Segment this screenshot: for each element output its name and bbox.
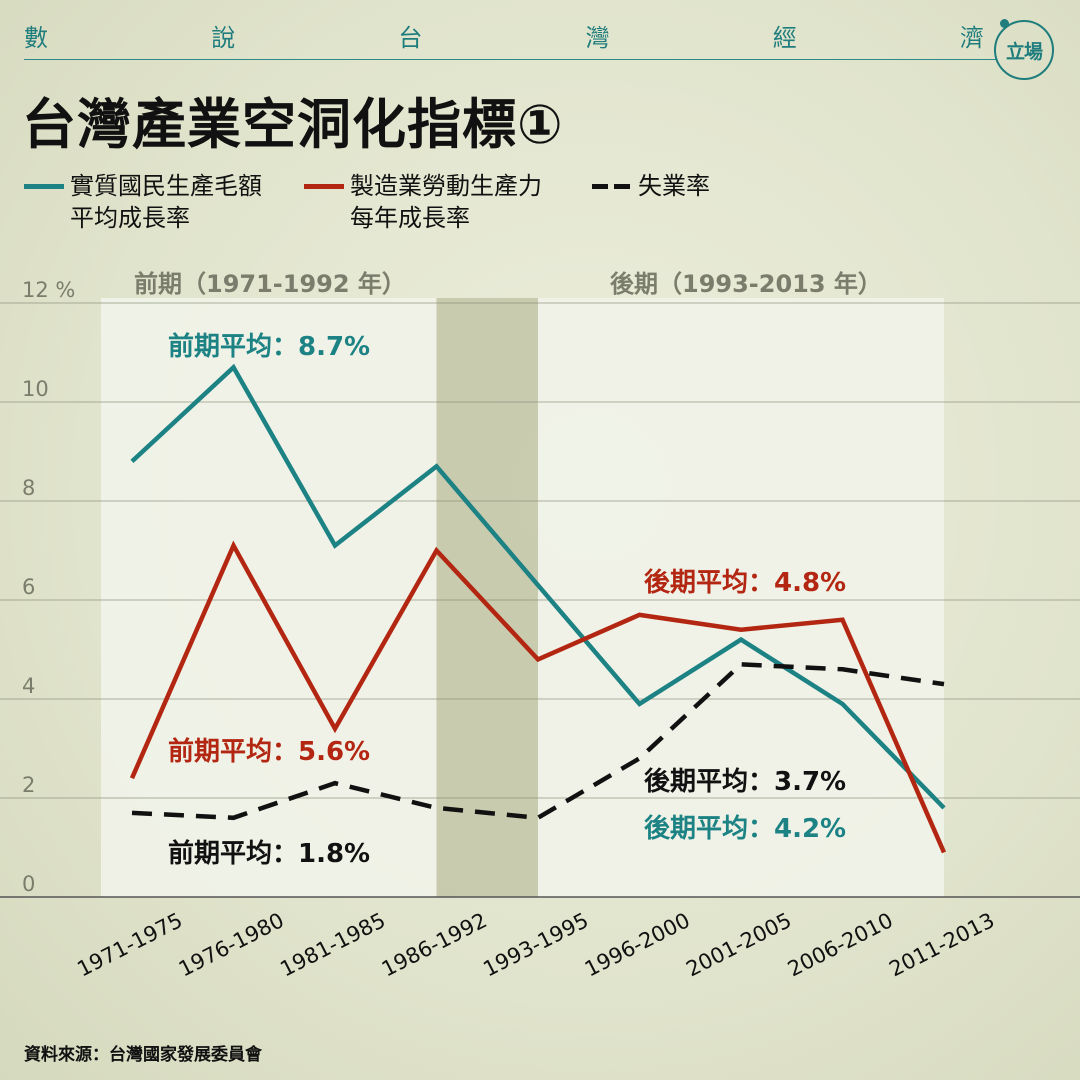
legend-swatch-unemployment (614, 184, 630, 189)
x-tick-label: 1996-2000 (581, 908, 694, 981)
x-tick-label: 1976-1980 (175, 908, 288, 981)
average-annotation: 前期平均：8.7% (168, 331, 370, 362)
series-title: 數 說 台 灣 經 濟 (24, 18, 984, 53)
y-tick-labels: 0 2 4 6 8 10 12 % (22, 278, 75, 896)
logo-dot (1000, 19, 1009, 28)
brand-logo: 立場 (994, 20, 1054, 80)
x-tick-label: 2011-2013 (885, 908, 998, 981)
y-tick-label: 0 (22, 872, 35, 896)
x-tick-label: 2006-2010 (784, 908, 897, 981)
y-tick-label: 4 (22, 674, 35, 698)
average-annotation: 前期平均：5.6% (168, 736, 370, 767)
legend-label-unemployment: 失業率 (638, 170, 710, 202)
legend-label-line: 實質國民生產毛額 (70, 172, 262, 200)
average-annotation: 後期平均：4.2% (644, 813, 846, 844)
legend-swatch-gnp (24, 184, 64, 189)
y-tick-label: 6 (22, 575, 35, 599)
legend-label-line: 製造業勞動生產力 (350, 172, 542, 200)
period-label: 前期（1971-1992 年） (134, 270, 406, 298)
legend-label-line: 每年成長率 (350, 204, 470, 232)
series-lines (129, 363, 947, 854)
legend-label-line: 平均成長率 (70, 204, 190, 232)
x-tick-label: 1993-1995 (479, 908, 592, 981)
legend-label-productivity: 製造業勞動生產力 每年成長率 (350, 170, 542, 234)
series-line-1 (129, 540, 947, 854)
average-annotation: 後期平均：3.7% (644, 766, 846, 797)
y-tick-label: 12 % (22, 278, 75, 302)
gridlines (0, 302, 1080, 898)
series-line-2 (131, 662, 945, 821)
x-tick-label: 1981-1985 (276, 908, 389, 981)
legend-label-line: 失業率 (638, 172, 710, 200)
series-title-char: 灣 (585, 24, 610, 52)
x-tick-label: 1971-1975 (73, 908, 186, 981)
chart-title: 台灣產業空洞化指標① (22, 93, 564, 156)
y-tick-label: 8 (22, 476, 35, 500)
series-title-char: 數 (24, 24, 48, 52)
average-annotations: 前期平均：8.7% 前期平均：5.6% 前期平均：1.8% 後期平均：4.8% 後期平均… (168, 331, 846, 869)
y-tick-label: 2 (22, 773, 35, 797)
x-tick-label: 2001-2005 (682, 908, 795, 981)
period-bands (101, 298, 944, 897)
series-title-char: 濟 (959, 24, 984, 52)
average-annotation: 後期平均：4.8% (644, 567, 846, 598)
series-title-char: 經 (772, 24, 797, 52)
header-divider (24, 59, 996, 60)
series-line-0 (130, 363, 946, 810)
series-title-char: 說 (211, 24, 236, 52)
x-tick-label: 1986-1992 (378, 908, 491, 981)
logo-text: 立場 (1005, 40, 1043, 63)
average-annotation: 前期平均：1.8% (168, 838, 370, 869)
series-title-char: 台 (398, 24, 423, 52)
period-band-late (538, 298, 944, 897)
legend-label-gnp: 實質國民生產毛額 平均成長率 (70, 170, 262, 234)
period-band-early (101, 298, 437, 897)
source-note: 資料來源：台灣國家發展委員會 (24, 1045, 262, 1065)
legend-swatch-unemployment (592, 184, 608, 189)
legend-swatch-productivity (304, 184, 344, 189)
period-labels: 前期（1971-1992 年） 後期（1993-2013 年） (134, 270, 882, 298)
x-tick-labels: 1971-19751976-19801981-19851986-19921993… (73, 908, 998, 981)
period-divider-band (436, 298, 538, 897)
y-tick-label: 10 (22, 377, 49, 401)
period-label: 後期（1993-2013 年） (610, 270, 882, 298)
